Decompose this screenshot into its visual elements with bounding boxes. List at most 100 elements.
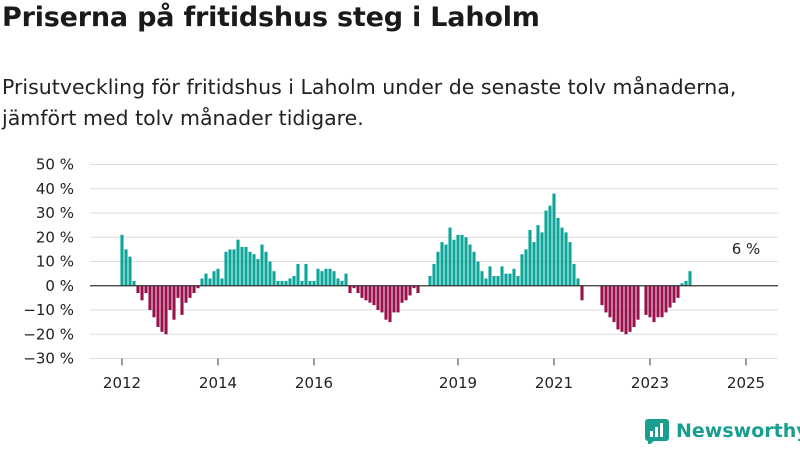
bar — [528, 229, 532, 286]
bar — [448, 227, 452, 286]
bar — [224, 251, 228, 286]
bar — [388, 285, 392, 323]
bar — [504, 273, 508, 286]
bar — [444, 244, 448, 286]
bar — [364, 285, 368, 301]
bar — [404, 285, 408, 301]
bar — [564, 232, 568, 286]
bar — [548, 205, 552, 286]
bar — [496, 276, 500, 286]
bar — [520, 254, 524, 286]
bar — [136, 285, 140, 294]
y-tick-label: 50 % — [36, 156, 74, 174]
x-tick-label: 2025 — [727, 374, 765, 392]
bar — [440, 242, 444, 286]
bar — [484, 278, 488, 286]
bar — [204, 273, 208, 286]
y-tick-label: 40 % — [36, 180, 74, 198]
bar — [312, 280, 316, 286]
bar — [464, 237, 468, 286]
bar — [628, 285, 632, 332]
bar — [624, 285, 628, 335]
bar — [648, 285, 652, 318]
bar — [524, 249, 528, 286]
bar — [320, 271, 324, 286]
bar — [328, 268, 332, 286]
x-tick-label: 2019 — [439, 374, 477, 392]
y-tick-label: −30 % — [23, 350, 74, 368]
bar — [280, 280, 284, 286]
bar — [676, 285, 680, 298]
bar — [212, 271, 216, 286]
x-tick-label: 2012 — [103, 374, 141, 392]
bar — [148, 285, 152, 310]
bar — [120, 234, 124, 286]
y-tick-label: −20 % — [23, 325, 74, 343]
bar — [196, 285, 200, 289]
bar — [296, 263, 300, 286]
bar — [240, 246, 244, 286]
bar — [144, 285, 148, 294]
bar — [380, 285, 384, 313]
bar — [216, 268, 220, 286]
bar — [336, 278, 340, 286]
chart-title: Priserna på fritidshus steg i Laholm — [2, 2, 540, 33]
bar — [540, 232, 544, 286]
bar — [308, 280, 312, 286]
bar — [156, 285, 160, 327]
bar — [164, 285, 168, 335]
newsworthy-logo-text: Newsworthy — [676, 420, 800, 442]
bar — [176, 285, 180, 298]
bar — [184, 285, 188, 303]
bar — [356, 285, 360, 294]
bar — [560, 227, 564, 286]
bar — [340, 280, 344, 286]
bar — [132, 280, 136, 286]
newsworthy-logo-icon — [645, 419, 669, 444]
bar — [544, 210, 548, 286]
bar — [304, 263, 308, 286]
bar — [636, 285, 640, 320]
bar — [392, 285, 396, 313]
bar — [384, 285, 388, 320]
bar — [292, 276, 296, 286]
bar — [632, 285, 636, 327]
bar — [332, 271, 336, 286]
y-tick-label: 10 % — [36, 253, 74, 271]
bar — [492, 276, 496, 286]
bar — [220, 278, 224, 286]
bar — [600, 285, 604, 306]
bar — [272, 271, 276, 286]
bar — [532, 242, 536, 286]
y-tick-label: 0 % — [45, 277, 74, 295]
x-tick-label: 2021 — [535, 374, 573, 392]
bar — [616, 285, 620, 330]
bar — [376, 285, 380, 310]
bar — [368, 285, 372, 303]
bar — [452, 239, 456, 286]
bar — [348, 285, 352, 294]
bar — [260, 244, 264, 286]
bar — [172, 285, 176, 320]
bar — [264, 251, 268, 286]
bar — [372, 285, 376, 306]
bar — [620, 285, 624, 332]
bar — [672, 285, 676, 303]
bar — [152, 285, 156, 318]
bar — [680, 283, 684, 286]
bar — [168, 285, 172, 310]
bar — [684, 280, 688, 286]
newsworthy-logo: Newsworthy — [644, 418, 800, 444]
bar — [400, 285, 404, 303]
bar — [656, 285, 660, 318]
bar — [472, 251, 476, 286]
bar — [252, 254, 256, 286]
bar — [460, 234, 464, 286]
bar — [256, 259, 260, 286]
bar — [436, 251, 440, 286]
bar — [192, 285, 196, 294]
bar — [288, 278, 292, 286]
bar — [352, 285, 356, 289]
bar — [468, 244, 472, 286]
